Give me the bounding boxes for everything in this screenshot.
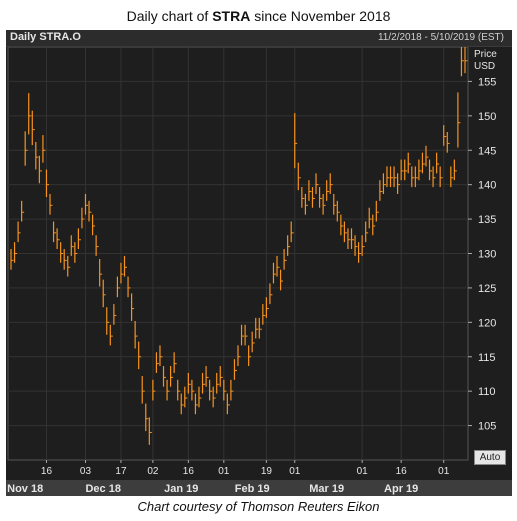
month-band bbox=[6, 480, 512, 496]
y-axis-title-currency: USD bbox=[474, 61, 496, 72]
x-day-label: 17 bbox=[115, 466, 127, 477]
chart-header: Daily STRA.O 11/2/2018 - 5/10/2019 (EST) bbox=[6, 30, 512, 47]
chart-panel: 105 110 115 120 125 130 135 140 145 150 155 16 03 17 0… bbox=[6, 30, 512, 496]
x-month-label: Feb 19 bbox=[235, 483, 270, 495]
chart-title: Daily chart of STRA since November 2018 bbox=[0, 8, 517, 24]
x-day-label: 01 bbox=[289, 466, 301, 477]
x-day-label: 16 bbox=[41, 466, 53, 477]
instrument-label: Daily STRA.O bbox=[10, 31, 81, 43]
x-day-label: 19 bbox=[261, 466, 273, 477]
x-day-label: 16 bbox=[396, 466, 408, 477]
x-month-label: Nov 18 bbox=[7, 483, 43, 495]
date-range-label: 11/2/2018 - 5/10/2019 (EST) bbox=[377, 32, 504, 43]
y-tick-label: 115 bbox=[478, 352, 496, 364]
y-tick-label: 105 bbox=[478, 421, 496, 433]
x-day-label: 02 bbox=[147, 466, 159, 477]
price-chart: 105 110 115 120 125 130 135 140 145 150 155 16 03 17 0… bbox=[6, 41, 512, 496]
title-prefix: Daily chart of bbox=[126, 8, 213, 24]
auto-scale-button[interactable]: Auto bbox=[474, 450, 506, 465]
title-suffix: since November 2018 bbox=[250, 8, 391, 24]
x-month-label: Dec 18 bbox=[85, 483, 120, 495]
x-month-label: Jan 19 bbox=[164, 483, 198, 495]
y-tick-label: 120 bbox=[478, 317, 496, 329]
y-tick-label: 140 bbox=[478, 180, 496, 192]
y-tick-label: 155 bbox=[478, 76, 496, 88]
chart-credit: Chart courtesy of Thomson Reuters Eikon bbox=[137, 499, 380, 514]
title-ticker: STRA bbox=[212, 8, 251, 24]
y-tick-label: 150 bbox=[478, 111, 496, 123]
y-tick-label: 135 bbox=[478, 214, 496, 226]
x-month-label: Apr 19 bbox=[384, 483, 418, 495]
y-axis-title-price: Price bbox=[474, 49, 497, 60]
y-tick-label: 145 bbox=[478, 145, 496, 157]
x-day-label: 01 bbox=[438, 466, 450, 477]
x-day-label: 01 bbox=[218, 466, 230, 477]
y-tick-label: 125 bbox=[478, 283, 496, 295]
x-month-label: Mar 19 bbox=[309, 483, 344, 495]
x-day-label: 01 bbox=[357, 466, 369, 477]
y-tick-label: 130 bbox=[478, 249, 496, 261]
y-axis-title: Price USD bbox=[474, 49, 497, 73]
x-day-label: 16 bbox=[183, 466, 195, 477]
x-day-label: 03 bbox=[80, 466, 92, 477]
y-tick-label: 110 bbox=[478, 386, 496, 398]
